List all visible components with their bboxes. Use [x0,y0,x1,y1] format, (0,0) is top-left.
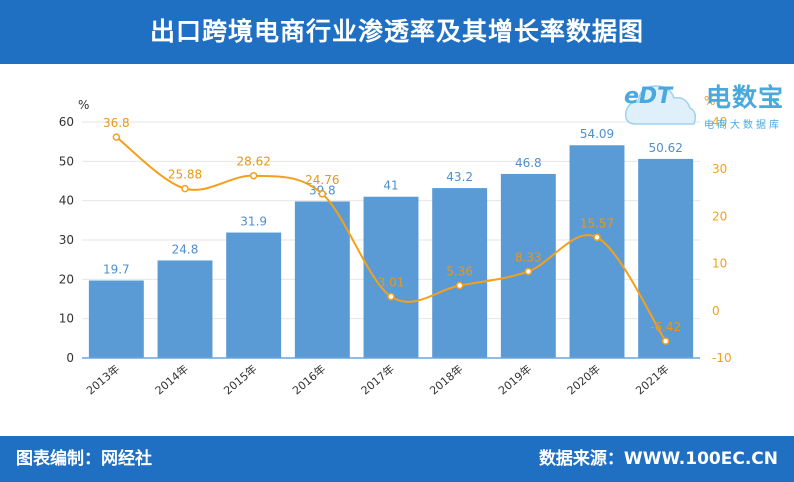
x-axis-labels: 2013年 2014年 2015年 2016年 2017年 2018年 2019年 2020年… [83,362,671,398]
data-source: 数据来源：WWW.100EC.CN [538,449,778,469]
left-axis-ticks: 0 10 20 30 40 50 60 [59,115,74,365]
left-tick-label: 50 [59,154,74,168]
right-axis-unit: % [704,94,715,108]
left-tick-label: 10 [59,312,74,326]
line-point [318,190,327,198]
x-tick-label: 2016年 [289,362,328,398]
line-value-label: 8.33 [515,250,542,264]
left-tick-label: 60 [59,115,74,129]
left-axis-unit: % [78,98,89,112]
chart-title: 出口跨境电商行业渗透率及其增长率数据图 [149,17,644,46]
bar [157,260,213,358]
right-tick-label: 40 [712,115,727,129]
line-point [387,292,395,301]
bar [294,201,350,358]
logo-name: 电数宝 [706,83,785,112]
line-point [181,184,189,193]
bar [226,232,282,358]
edt-logo: eDT 电数宝 电商大数据库 [622,72,788,138]
bar-value-label: 41 [383,179,398,193]
right-tick-label: -10 [712,351,732,365]
right-tick-label: 10 [712,257,727,271]
bar-value-label: 19.7 [103,263,130,277]
bar [363,196,419,358]
right-tick-label: 30 [712,162,727,176]
x-tick-label: 2021年 [633,362,672,398]
bar [500,173,556,358]
logo-tagline: 电商大数据库 [704,120,782,131]
x-tick-label: 2013年 [83,362,122,398]
line-point [112,133,121,141]
line-point [524,267,533,276]
x-tick-label: 2018年 [427,362,466,398]
x-tick-label: 2017年 [358,362,397,398]
line-point [661,337,670,345]
line-value-label: 15.57 [580,216,614,230]
line-value-label: 36.8 [103,116,130,130]
line-value-label: 28.62 [236,155,270,169]
right-tick-label: 0 [712,304,720,318]
line-value-label: 24.76 [305,173,339,187]
compiled-by: 图表编制：网经社 [16,449,152,469]
bar [638,158,694,358]
left-tick-label: 40 [59,194,74,208]
bar [432,188,488,358]
bar-series [88,145,694,358]
line-value-label: 3.01 [378,276,405,290]
header-bar: 出口跨境电商行业渗透率及其增长率数据图 [0,0,794,64]
x-tick-label: 2020年 [564,362,603,398]
cloud-logo-icon [624,85,697,125]
footer-bar: 图表编制：网经社 数据来源：WWW.100EC.CN [0,436,794,482]
bar-value-label: 54.09 [580,127,614,141]
line-value-label: 25.88 [168,168,202,182]
line-value-label: 5.36 [446,265,473,279]
bar-value-label: 31.9 [240,215,267,229]
logo-mark: eDT [624,84,673,109]
left-tick-label: 0 [66,351,74,365]
right-axis-ticks: -10 0 10 20 30 40 [712,115,732,365]
left-tick-label: 30 [59,233,74,247]
right-tick-label: 20 [712,209,727,223]
line-point [249,171,258,180]
growth-rate-labels: 36.8 25.88 28.62 24.76 3.01 5.36 8.33 15.57 -6.4… [103,116,681,334]
bar [88,280,144,358]
x-tick-label: 2014年 [152,362,191,398]
line-value-label: -6.42 [650,320,681,334]
x-tick-label: 2019年 [495,362,534,398]
bar-value-label: 46.8 [515,156,542,170]
bar-value-label: 24.8 [172,242,199,256]
bar [569,145,625,358]
left-tick-label: 20 [59,272,74,286]
line-point [455,281,464,290]
bar-value-label: 50.62 [648,141,682,155]
x-tick-label: 2015年 [221,362,260,398]
growth-rate-points [112,133,670,345]
line-point [593,233,601,242]
bar-value-label: 43.2 [446,170,473,184]
